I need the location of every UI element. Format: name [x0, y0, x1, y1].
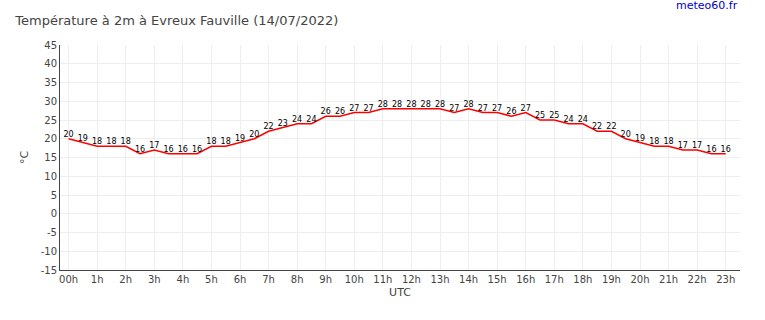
svg-text:27: 27: [492, 104, 502, 113]
svg-text:12h: 12h: [402, 274, 421, 285]
svg-text:24: 24: [563, 115, 573, 124]
svg-text:5h: 5h: [205, 274, 218, 285]
svg-text:13h: 13h: [430, 274, 449, 285]
svg-text:20: 20: [44, 133, 57, 144]
svg-text:15h: 15h: [488, 274, 507, 285]
svg-text:11h: 11h: [373, 274, 392, 285]
svg-text:18: 18: [106, 137, 116, 146]
svg-text:27: 27: [521, 104, 531, 113]
svg-text:22: 22: [263, 122, 273, 131]
svg-text:28: 28: [378, 100, 388, 109]
svg-text:00h: 00h: [59, 274, 78, 285]
svg-text:17h: 17h: [545, 274, 564, 285]
svg-text:22: 22: [592, 122, 602, 131]
svg-text:20: 20: [249, 130, 259, 139]
svg-text:8h: 8h: [291, 274, 304, 285]
svg-text:6h: 6h: [234, 274, 247, 285]
svg-text:17: 17: [678, 141, 688, 150]
svg-text:9h: 9h: [319, 274, 332, 285]
svg-text:18: 18: [92, 137, 102, 146]
svg-text:19: 19: [235, 134, 245, 143]
svg-text:27: 27: [349, 104, 359, 113]
svg-text:23h: 23h: [716, 274, 735, 285]
svg-text:20: 20: [63, 130, 73, 139]
svg-text:18: 18: [221, 137, 231, 146]
svg-text:21h: 21h: [659, 274, 678, 285]
svg-text:19: 19: [635, 134, 645, 143]
svg-text:25: 25: [549, 111, 559, 120]
svg-text:14h: 14h: [459, 274, 478, 285]
svg-text:25: 25: [535, 111, 545, 120]
svg-text:3h: 3h: [148, 274, 161, 285]
svg-text:24: 24: [578, 115, 588, 124]
svg-text:26: 26: [321, 107, 331, 116]
svg-text:16: 16: [706, 145, 716, 154]
svg-text:16: 16: [163, 145, 173, 154]
svg-text:24: 24: [292, 115, 302, 124]
svg-text:28: 28: [435, 100, 445, 109]
svg-text:19h: 19h: [602, 274, 621, 285]
svg-text:20: 20: [621, 130, 631, 139]
svg-text:-15: -15: [41, 265, 57, 276]
svg-text:45: 45: [44, 40, 57, 51]
svg-text:17: 17: [692, 141, 702, 150]
svg-text:UTC: UTC: [389, 286, 411, 299]
svg-text:18: 18: [663, 137, 673, 146]
svg-text:meteo60.fr: meteo60.fr: [676, 0, 738, 12]
svg-text:28: 28: [463, 100, 473, 109]
svg-text:26: 26: [506, 107, 516, 116]
svg-text:18h: 18h: [573, 274, 592, 285]
svg-text:27: 27: [363, 104, 373, 113]
svg-text:1h: 1h: [91, 274, 104, 285]
svg-text:°C: °C: [18, 151, 31, 165]
svg-text:Température à 2m à Evreux Fauv: Température à 2m à Evreux Fauville (14/0…: [14, 13, 338, 28]
svg-text:4h: 4h: [177, 274, 190, 285]
svg-text:35: 35: [44, 77, 57, 88]
svg-text:40: 40: [44, 58, 57, 69]
svg-text:20h: 20h: [630, 274, 649, 285]
svg-text:16: 16: [135, 145, 145, 154]
svg-text:-5: -5: [47, 227, 57, 238]
svg-text:26: 26: [335, 107, 345, 116]
svg-text:16h: 16h: [516, 274, 535, 285]
svg-text:16: 16: [721, 145, 731, 154]
svg-text:10: 10: [44, 171, 57, 182]
svg-text:28: 28: [421, 100, 431, 109]
svg-text:7h: 7h: [262, 274, 275, 285]
svg-text:24: 24: [306, 115, 316, 124]
svg-text:27: 27: [478, 104, 488, 113]
svg-text:25: 25: [44, 115, 57, 126]
svg-text:19: 19: [78, 134, 88, 143]
svg-text:18: 18: [649, 137, 659, 146]
svg-text:17: 17: [149, 141, 159, 150]
svg-text:30: 30: [44, 96, 57, 107]
svg-text:16: 16: [178, 145, 188, 154]
svg-text:-10: -10: [41, 246, 57, 257]
svg-text:16: 16: [192, 145, 202, 154]
svg-text:10h: 10h: [345, 274, 364, 285]
svg-text:15: 15: [44, 152, 57, 163]
svg-text:28: 28: [406, 100, 416, 109]
svg-text:5: 5: [51, 190, 57, 201]
svg-text:22h: 22h: [688, 274, 707, 285]
svg-text:28: 28: [392, 100, 402, 109]
svg-text:2h: 2h: [119, 274, 132, 285]
svg-text:18: 18: [206, 137, 216, 146]
svg-text:22: 22: [606, 122, 616, 131]
svg-text:0: 0: [51, 208, 57, 219]
svg-text:18: 18: [121, 137, 131, 146]
svg-text:23: 23: [278, 119, 288, 128]
svg-text:27: 27: [449, 104, 459, 113]
